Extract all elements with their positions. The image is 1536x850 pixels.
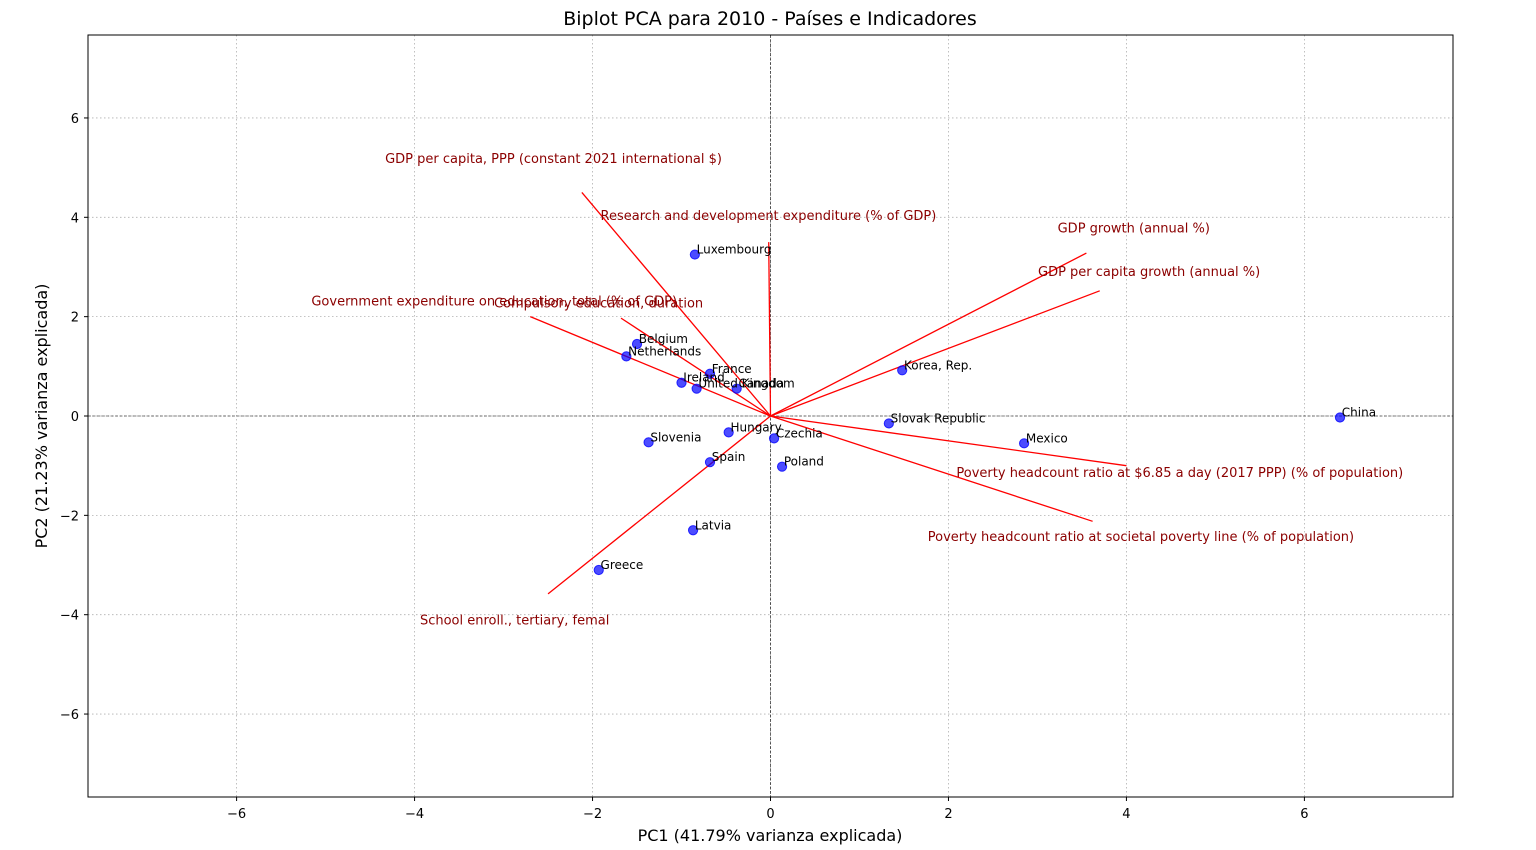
x-axis-title: PC1 (41.79% varianza explicada) (638, 826, 903, 845)
loading-vector-label: GDP growth (annual %) (1058, 222, 1210, 237)
x-tick-label: −6 (227, 807, 246, 822)
x-tick-label: 6 (1300, 807, 1308, 822)
country-label: Korea, Rep. (904, 358, 972, 372)
loading-vector-label: Poverty headcount ratio at $6.85 a day (… (956, 466, 1403, 481)
country-point (1019, 438, 1030, 449)
x-tick-label: 0 (766, 807, 774, 822)
country-label: France (712, 362, 752, 376)
loading-vector-label: School enroll., tertiary, femal (420, 614, 609, 629)
country-label: Spain (712, 450, 746, 464)
country-point (643, 437, 654, 448)
country-label: China (1342, 405, 1376, 419)
loading-vector-label: Government expenditure on education, tot… (311, 295, 677, 310)
country-label: Netherlands (628, 344, 701, 358)
country-label: Hungary (730, 420, 781, 434)
y-tick-label: 2 (71, 311, 79, 326)
country-point (776, 461, 788, 472)
country-point (704, 368, 716, 379)
text-labels: GDP per capita, PPP (constant 2021 inter… (311, 152, 1403, 629)
loading-vector-arrow (770, 415, 1127, 467)
y-axis-title: PC2 (21.23% varianza explicada) (32, 284, 51, 549)
loading-vector-arrow (581, 192, 771, 417)
y-tick-label: 6 (71, 112, 79, 127)
loading-vector-arrow (529, 316, 771, 417)
country-point (631, 338, 643, 350)
country-label: Belgium (639, 332, 688, 346)
country-points (593, 249, 1346, 576)
country-label: Ireland (683, 371, 725, 385)
country-label: Latvia (695, 518, 732, 532)
axis-ticks: −6 −4 −2 0 2 4 6 −6 −4 −2 0 2 4 6 (60, 112, 1309, 822)
country-label: Poland (784, 455, 824, 469)
loading-vector-arrow (770, 252, 1087, 417)
y-tick-label: −4 (60, 609, 79, 624)
country-point (691, 383, 702, 394)
country-point (731, 383, 742, 394)
loading-vector-arrow (770, 415, 1093, 522)
country-point (704, 457, 716, 468)
country-label: Luxembourg (697, 243, 772, 257)
loading-vector-label: Research and development expenditure (% … (601, 209, 937, 224)
country-point (883, 418, 894, 429)
country-point (768, 433, 780, 444)
loading-vector-arrow (547, 415, 771, 595)
country-point (676, 377, 687, 388)
y-tick-label: 0 (71, 410, 79, 425)
loading-vector-arrow (620, 317, 771, 417)
loading-vector-arrow (768, 242, 772, 417)
x-tick-label: −2 (583, 807, 602, 822)
country-label: United Kingdom (698, 377, 794, 391)
loading-vector-label: Compulsory education, duration (494, 296, 703, 311)
country-label: Greece (601, 558, 644, 572)
loading-vector-label: GDP per capita growth (annual %) (1038, 265, 1260, 280)
loading-vectors (529, 192, 1127, 595)
x-tick-label: −4 (405, 807, 424, 822)
country-label: Mexico (1026, 431, 1068, 445)
country-label: Czechia (776, 426, 823, 440)
loading-vector-label: Poverty headcount ratio at societal pove… (928, 530, 1354, 545)
y-tick-label: 4 (71, 211, 79, 226)
x-tick-label: 2 (944, 807, 952, 822)
country-label: Slovenia (650, 430, 701, 444)
x-tick-label: 4 (1122, 807, 1130, 822)
country-label: Slovak Republic (891, 411, 986, 425)
loading-vector-arrow (770, 290, 1100, 417)
country-point (1334, 412, 1346, 423)
country-point (593, 564, 604, 576)
y-tick-label: −6 (60, 708, 79, 723)
country-point (687, 525, 699, 536)
country-point (621, 351, 632, 362)
country-label: Canada (738, 377, 784, 391)
loading-vector-label: GDP per capita, PPP (constant 2021 inter… (385, 152, 722, 167)
country-point (723, 427, 734, 438)
chart-title: Biplot PCA para 2010 - Países e Indicado… (563, 8, 977, 30)
country-point (897, 365, 908, 376)
country-point (689, 249, 700, 260)
y-tick-label: −2 (60, 509, 79, 524)
